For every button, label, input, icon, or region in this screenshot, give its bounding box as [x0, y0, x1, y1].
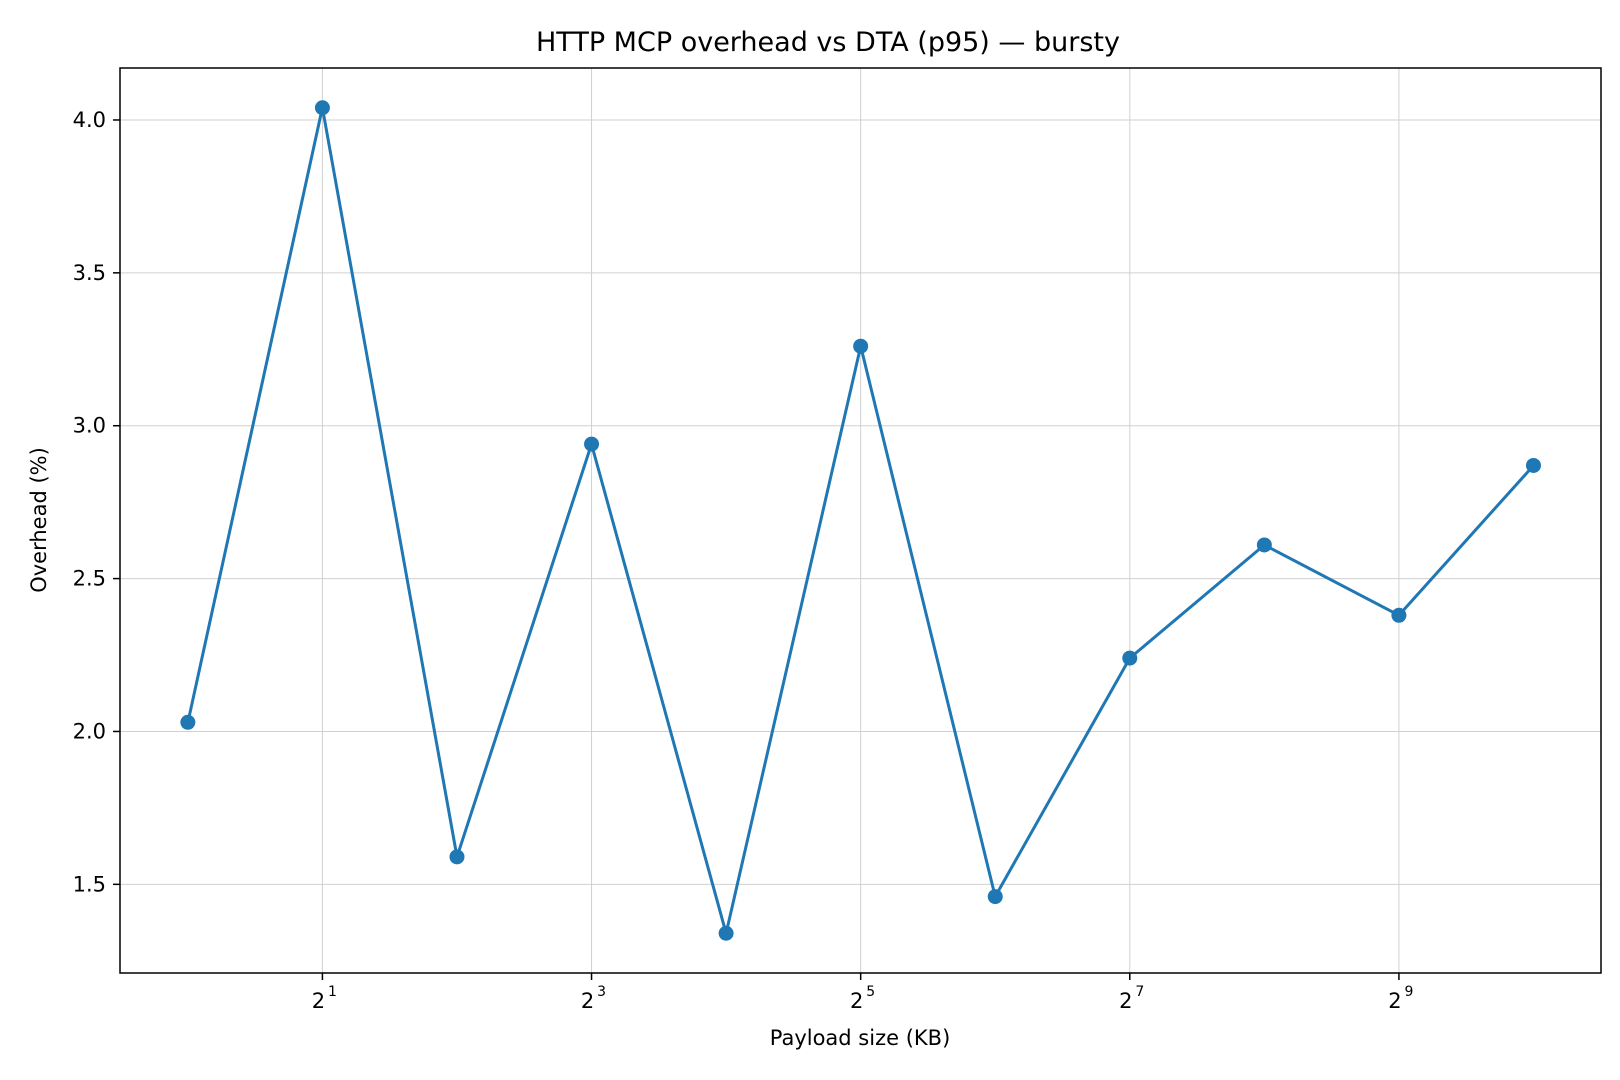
y-tick-label: 3.5	[73, 261, 106, 285]
series-layer	[180, 100, 1541, 941]
data-point	[584, 436, 600, 452]
y-tick-label: 2.5	[73, 567, 106, 591]
data-point	[1391, 607, 1407, 623]
data-point	[718, 925, 734, 941]
data-point	[180, 714, 196, 730]
y-axis-label: Overhead (%)	[27, 447, 51, 593]
data-point	[853, 338, 869, 354]
data-point	[1256, 537, 1272, 553]
data-point	[987, 889, 1003, 905]
grid-lines	[120, 68, 1601, 973]
x-tick-label: 2	[581, 989, 594, 1013]
x-tick-exponent: 5	[866, 984, 875, 1000]
axis-ticks: 2 1 2 3 2 5 2 7 2 91.52.02.53.03.54.0	[73, 108, 1414, 1013]
x-tick-label: 2	[312, 989, 325, 1013]
data-point	[1122, 650, 1138, 666]
chart-title: HTTP MCP overhead vs DTA (p95) — bursty	[536, 27, 1120, 58]
x-tick-label: 2	[1119, 989, 1132, 1013]
y-tick-label: 2.0	[73, 719, 106, 743]
x-tick-exponent: 7	[1135, 984, 1144, 1000]
y-tick-label: 1.5	[73, 872, 106, 896]
x-tick-label: 2	[850, 989, 863, 1013]
x-tick-exponent: 9	[1404, 984, 1413, 1000]
x-tick-exponent: 3	[597, 984, 606, 1000]
x-axis-label: Payload size (KB)	[770, 1026, 951, 1050]
y-tick-label: 3.0	[73, 414, 106, 438]
data-point	[1525, 457, 1541, 473]
data-point	[314, 100, 330, 116]
x-tick-exponent: 1	[328, 984, 337, 1000]
y-tick-label: 4.0	[73, 108, 106, 132]
data-point	[449, 849, 465, 865]
x-tick-label: 2	[1388, 989, 1401, 1013]
